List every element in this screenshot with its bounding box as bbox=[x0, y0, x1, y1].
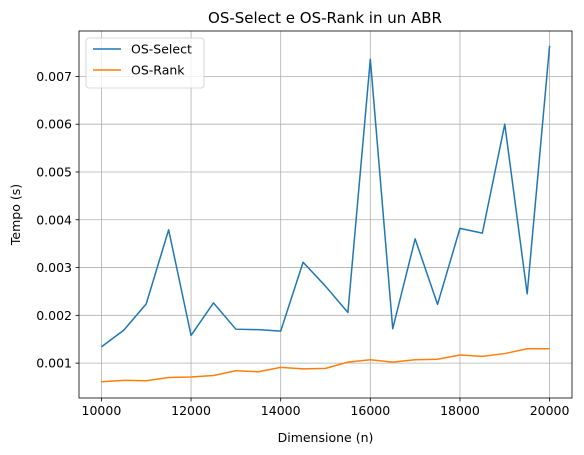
y-tick-label: 0.007 bbox=[36, 69, 72, 84]
y-tick-label: 0.003 bbox=[36, 260, 72, 275]
y-tick-label: 0.004 bbox=[36, 212, 72, 227]
x-tick-label: 12000 bbox=[171, 403, 211, 418]
y-tick-label: 0.006 bbox=[36, 117, 72, 132]
x-tick-label: 10000 bbox=[82, 403, 122, 418]
series-line-os-rank bbox=[101, 348, 550, 383]
series-lines bbox=[100, 45, 551, 383]
grid bbox=[79, 31, 572, 398]
y-tick-label: 0.001 bbox=[36, 356, 72, 371]
y-tick-label: 0.005 bbox=[36, 164, 72, 179]
axis-ticks: 10000 12000 14000 16000 18000 20000 0.001 0.002… bbox=[36, 69, 569, 418]
x-tick-label: 20000 bbox=[530, 403, 570, 418]
x-tick-label: 14000 bbox=[261, 403, 301, 418]
y-axis-label: Tempo (s) bbox=[8, 184, 23, 246]
plot-frame bbox=[78, 30, 573, 399]
series-line-os-select bbox=[100, 45, 551, 348]
chart-title: OS-Select e OS-Rank in un ABR bbox=[208, 9, 442, 27]
x-tick-label: 18000 bbox=[440, 403, 480, 418]
x-tick-label: 16000 bbox=[350, 403, 390, 418]
legend-label: OS-Select bbox=[131, 42, 192, 57]
y-tick-label: 0.002 bbox=[36, 308, 72, 323]
legend-label: OS-Rank bbox=[131, 63, 185, 78]
legend: OS-Select OS-Rank bbox=[85, 37, 205, 89]
x-axis-label: Dimensione (n) bbox=[278, 430, 374, 445]
legend-box bbox=[85, 37, 205, 89]
